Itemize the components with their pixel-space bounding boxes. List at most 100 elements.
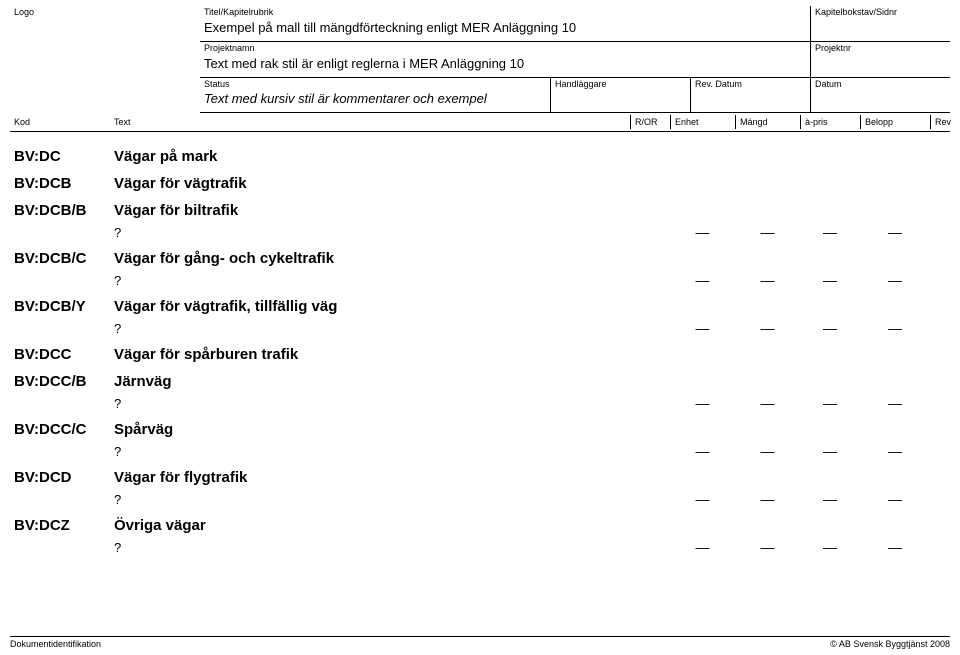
- table-row: BV:DCC/BJärnväg: [10, 373, 950, 390]
- subrow-dash: —: [860, 269, 930, 288]
- page: Logo Titel/Kapitelrubrik Exempel på mall…: [0, 0, 960, 655]
- table-row: BV:DCBVägar för vägtrafik: [10, 175, 950, 192]
- subrow-dash: —: [735, 488, 800, 507]
- subrow-dash: —: [800, 440, 860, 459]
- subrow-dash: —: [735, 221, 800, 240]
- subrow-dash: —: [670, 317, 735, 336]
- row-text: Övriga vägar: [110, 517, 630, 534]
- title-cell: Titel/Kapitelrubrik Exempel på mall till…: [200, 6, 810, 41]
- table-subrow: ?————: [10, 440, 950, 459]
- subrow-qmark: ?: [110, 536, 630, 555]
- table-row: BV:DCB/YVägar för vägtrafik, tillfällig …: [10, 298, 950, 315]
- table-subrow: ?————: [10, 488, 950, 507]
- status-value: Text med kursiv stil är kommentarer och …: [204, 91, 546, 108]
- subrow-dash: —: [800, 269, 860, 288]
- row-text: Vägar på mark: [110, 148, 630, 165]
- table-row: BV:DCB/BVägar för biltrafik: [10, 202, 950, 219]
- projektnamn-cell: Projektnamn Text med rak stil är enligt …: [200, 42, 810, 77]
- table-row: BV:DCCVägar för spårburen trafik: [10, 346, 950, 363]
- row-text: Vägar för spårburen trafik: [110, 346, 630, 363]
- subrow-qmark: ?: [110, 440, 630, 459]
- subrow-dash: —: [860, 440, 930, 459]
- row-code: BV:DCC/B: [10, 373, 110, 390]
- subrow-dash: —: [800, 488, 860, 507]
- subrow-dash: —: [860, 221, 930, 240]
- subrow-dash: —: [670, 440, 735, 459]
- row-text: Spårväg: [110, 421, 630, 438]
- body: BV:DCVägar på markBV:DCBVägar för vägtra…: [10, 132, 950, 555]
- footer: Dokumentidentifikation © AB Svensk Byggt…: [10, 636, 950, 649]
- subrow-dash: —: [800, 536, 860, 555]
- column-headers: Kod Text R/OR Enhet Mängd à-pris Belopp …: [10, 113, 950, 132]
- row-code: BV:DCB: [10, 175, 110, 192]
- row-code: BV:DCD: [10, 469, 110, 486]
- title-label: Titel/Kapitelrubrik: [204, 8, 806, 18]
- footer-right: © AB Svensk Byggtjänst 2008: [830, 639, 950, 649]
- subrow-dash: —: [800, 317, 860, 336]
- subrow-dash: —: [860, 317, 930, 336]
- header-logo-cell: Logo: [10, 6, 200, 113]
- subrow-dash: —: [735, 317, 800, 336]
- row-code: BV:DCB/B: [10, 202, 110, 219]
- subrow-qmark: ?: [110, 392, 630, 411]
- col-belopp: Belopp: [860, 115, 930, 129]
- row-code: BV:DCB/Y: [10, 298, 110, 315]
- projektnr-label: Projektnr: [815, 44, 946, 54]
- subrow-qmark: ?: [110, 221, 630, 240]
- subrow-dash: —: [735, 440, 800, 459]
- header-right: Titel/Kapitelrubrik Exempel på mall till…: [200, 6, 950, 113]
- header-row-status: Status Text med kursiv stil är kommentar…: [200, 78, 950, 114]
- subrow-qmark: ?: [110, 317, 630, 336]
- revdatum-cell: Rev. Datum: [690, 78, 810, 113]
- col-apris: à-pris: [800, 115, 860, 129]
- row-code: BV:DCC/C: [10, 421, 110, 438]
- kapitel-label: Kapitelbokstav/Sidnr: [815, 8, 946, 18]
- header-row-title: Titel/Kapitelrubrik Exempel på mall till…: [200, 6, 950, 42]
- subrow-dash: —: [800, 392, 860, 411]
- table-subrow: ?————: [10, 317, 950, 336]
- footer-left: Dokumentidentifikation: [10, 639, 101, 649]
- handlaggare-cell: Handläggare: [550, 78, 690, 113]
- row-text: Vägar för vägtrafik, tillfällig väg: [110, 298, 630, 315]
- col-enhet: Enhet: [670, 115, 735, 129]
- row-code: BV:DCZ: [10, 517, 110, 534]
- subrow-dash: —: [860, 488, 930, 507]
- subrow-dash: —: [735, 392, 800, 411]
- header: Logo Titel/Kapitelrubrik Exempel på mall…: [10, 6, 950, 113]
- table-subrow: ?————: [10, 392, 950, 411]
- subrow-dash: —: [735, 536, 800, 555]
- row-text: Järnväg: [110, 373, 630, 390]
- row-code: BV:DCC: [10, 346, 110, 363]
- projektnr-cell: Projektnr: [810, 42, 950, 77]
- row-text: Vägar för vägtrafik: [110, 175, 630, 192]
- subrow-qmark: ?: [110, 269, 630, 288]
- table-subrow: ?————: [10, 536, 950, 555]
- projektnamn-label: Projektnamn: [204, 44, 806, 54]
- table-row: BV:DCC/CSpårväg: [10, 421, 950, 438]
- subrow-dash: —: [860, 392, 930, 411]
- subrow-dash: —: [670, 536, 735, 555]
- col-ror: R/OR: [630, 115, 670, 129]
- subrow-dash: —: [670, 488, 735, 507]
- datum-label: Datum: [815, 80, 946, 90]
- subrow-dash: —: [670, 392, 735, 411]
- kapitel-cell: Kapitelbokstav/Sidnr: [810, 6, 950, 41]
- datum-cell: Datum: [810, 78, 950, 113]
- subrow-dash: —: [800, 221, 860, 240]
- col-mangd: Mängd: [735, 115, 800, 129]
- subrow-dash: —: [670, 269, 735, 288]
- table-row: BV:DCVägar på mark: [10, 148, 950, 165]
- header-row-projekt: Projektnamn Text med rak stil är enligt …: [200, 42, 950, 78]
- projektnamn-value: Text med rak stil är enligt reglerna i M…: [204, 56, 806, 73]
- col-kod: Kod: [10, 115, 110, 129]
- table-row: BV:DCZÖvriga vägar: [10, 517, 950, 534]
- subrow-dash: —: [670, 221, 735, 240]
- table-row: BV:DCB/CVägar för gång- och cykeltrafik: [10, 250, 950, 267]
- row-code: BV:DC: [10, 148, 110, 165]
- col-rev: Rev: [930, 115, 960, 129]
- subrow-dash: —: [860, 536, 930, 555]
- title-value: Exempel på mall till mängdförteckning en…: [204, 20, 806, 37]
- logo-label: Logo: [14, 8, 196, 18]
- status-label: Status: [204, 80, 546, 90]
- subrow-dash: —: [735, 269, 800, 288]
